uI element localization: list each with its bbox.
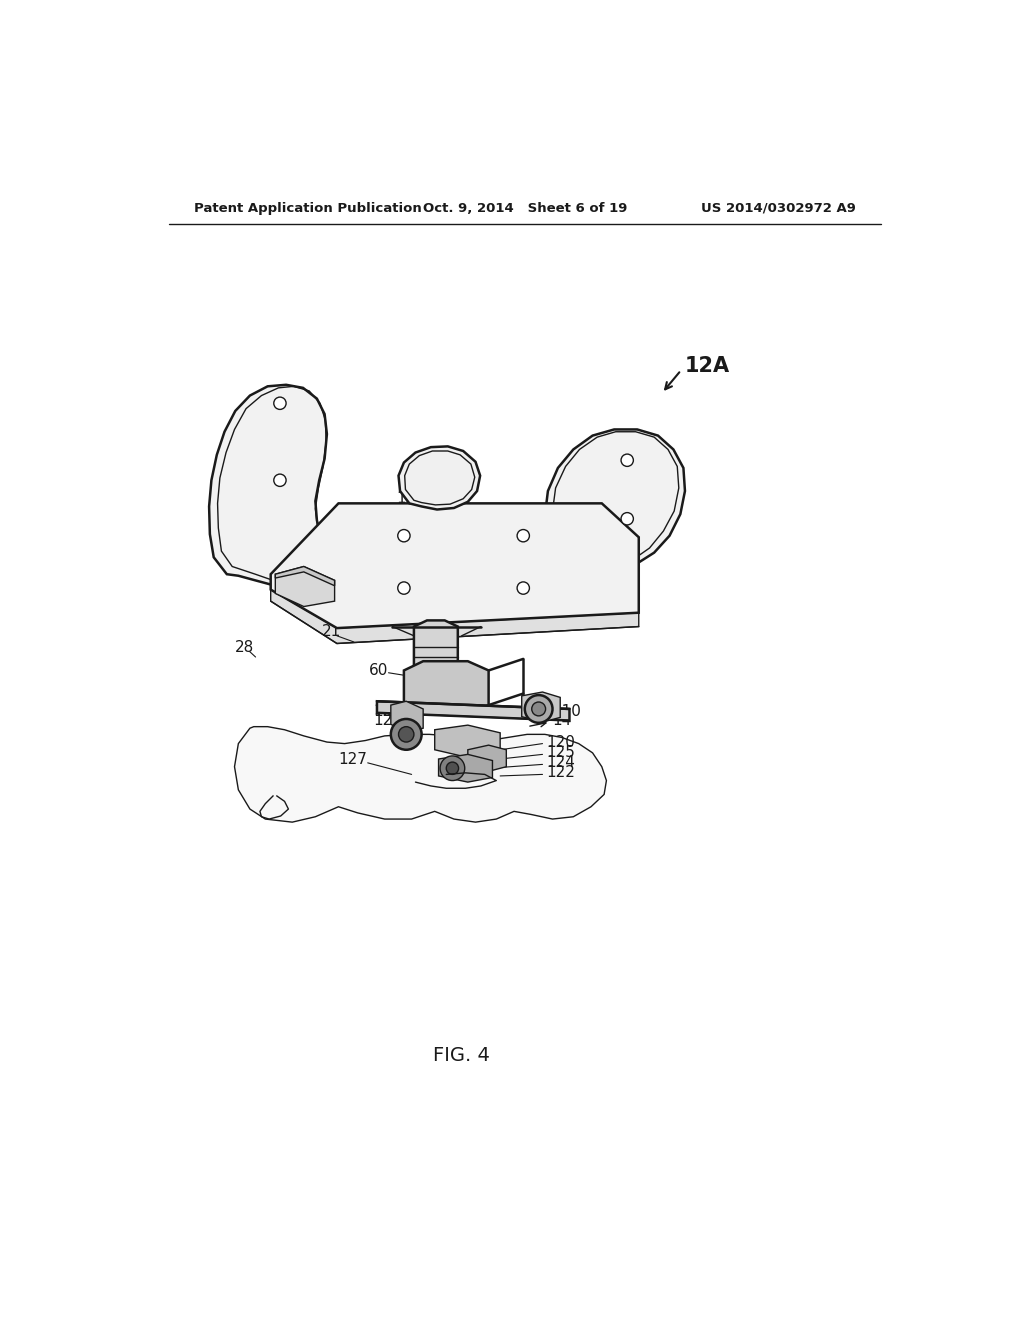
Polygon shape — [435, 725, 500, 758]
Polygon shape — [377, 701, 569, 721]
Circle shape — [446, 762, 459, 775]
Text: 128: 128 — [373, 704, 402, 719]
Text: FIG. 4: FIG. 4 — [433, 1045, 490, 1065]
Polygon shape — [234, 726, 606, 822]
Circle shape — [391, 719, 422, 750]
Circle shape — [397, 582, 410, 594]
Polygon shape — [438, 755, 493, 781]
Text: 110: 110 — [553, 704, 582, 719]
Text: 12A: 12A — [685, 356, 730, 376]
Text: 126: 126 — [373, 713, 402, 729]
Text: 116: 116 — [427, 682, 456, 697]
Polygon shape — [521, 692, 560, 722]
Polygon shape — [391, 701, 423, 733]
Polygon shape — [468, 744, 506, 771]
Text: 120: 120 — [547, 734, 575, 750]
Circle shape — [440, 756, 465, 780]
Circle shape — [621, 512, 634, 525]
Text: 127: 127 — [339, 751, 368, 767]
Circle shape — [273, 397, 286, 409]
Text: 15: 15 — [396, 491, 416, 507]
Polygon shape — [209, 385, 327, 586]
Circle shape — [531, 702, 546, 715]
Circle shape — [517, 529, 529, 543]
Text: 60: 60 — [370, 663, 389, 678]
Circle shape — [397, 529, 410, 543]
Polygon shape — [398, 446, 480, 510]
Text: 125: 125 — [547, 746, 575, 760]
Text: 21: 21 — [322, 624, 341, 639]
Circle shape — [621, 454, 634, 466]
Circle shape — [273, 474, 286, 486]
Polygon shape — [275, 566, 335, 586]
Circle shape — [398, 726, 414, 742]
Polygon shape — [414, 620, 458, 676]
Text: 14: 14 — [553, 713, 571, 729]
Text: 122: 122 — [547, 766, 575, 780]
Text: Patent Application Publication: Patent Application Publication — [194, 202, 422, 215]
Polygon shape — [270, 590, 639, 644]
Circle shape — [525, 696, 553, 723]
Polygon shape — [275, 566, 335, 607]
Polygon shape — [545, 429, 685, 576]
Circle shape — [517, 582, 529, 594]
Text: 124: 124 — [547, 755, 575, 771]
Text: Oct. 9, 2014   Sheet 6 of 19: Oct. 9, 2014 Sheet 6 of 19 — [423, 202, 627, 215]
Text: 28: 28 — [234, 640, 254, 655]
Polygon shape — [403, 661, 488, 714]
Polygon shape — [270, 503, 639, 628]
Text: US 2014/0302972 A9: US 2014/0302972 A9 — [701, 202, 856, 215]
